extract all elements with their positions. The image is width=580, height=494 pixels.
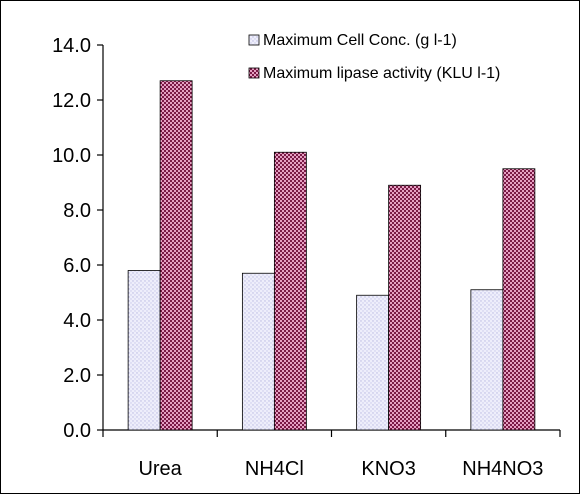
- bar-cell-conc-nh4cl: [241, 272, 275, 431]
- y-tick-label: 14.0: [52, 35, 91, 57]
- bar-lipase-activity-urea: [159, 80, 193, 431]
- bar-cell-conc-urea: [127, 270, 161, 431]
- bar-cell-conc-nh4no3: [470, 289, 504, 431]
- x-category-label: KNO3: [361, 458, 415, 480]
- bars: [127, 80, 536, 431]
- y-tick-label: 8.0: [63, 200, 91, 222]
- bar-cell-conc-kno3: [356, 294, 390, 431]
- y-tick-label: 6.0: [63, 255, 91, 277]
- legend-swatch: [248, 67, 260, 79]
- y-tick-label: 0.0: [63, 420, 91, 442]
- y-tick-label: 2.0: [63, 365, 91, 387]
- legend: Maximum Cell Conc. (g l-1) Maximum lipase…: [248, 32, 500, 82]
- legend-label: Maximum Cell Conc. (g l-1): [263, 32, 457, 49]
- legend-swatch: [248, 34, 260, 46]
- y-tick-label: 4.0: [63, 310, 91, 332]
- y-tick-label: 12.0: [52, 90, 91, 112]
- x-category-label: NH4NO3: [462, 458, 543, 480]
- legend-label: Maximum lipase activity (KLU l-1): [263, 65, 500, 82]
- bar-lipase-activity-nh4cl: [273, 151, 307, 431]
- tick-labels: 0.0 2.0 4.0 6.0 8.0 10.0 12.0 14.0 Urea NH4Cl KNO3…: [52, 35, 543, 480]
- x-category-label: Urea: [138, 458, 182, 480]
- bar-lipase-activity-nh4no3: [502, 168, 536, 431]
- bar-lipase-activity-kno3: [388, 184, 422, 431]
- y-tick-label: 10.0: [52, 145, 91, 167]
- x-category-label: NH4Cl: [245, 458, 304, 480]
